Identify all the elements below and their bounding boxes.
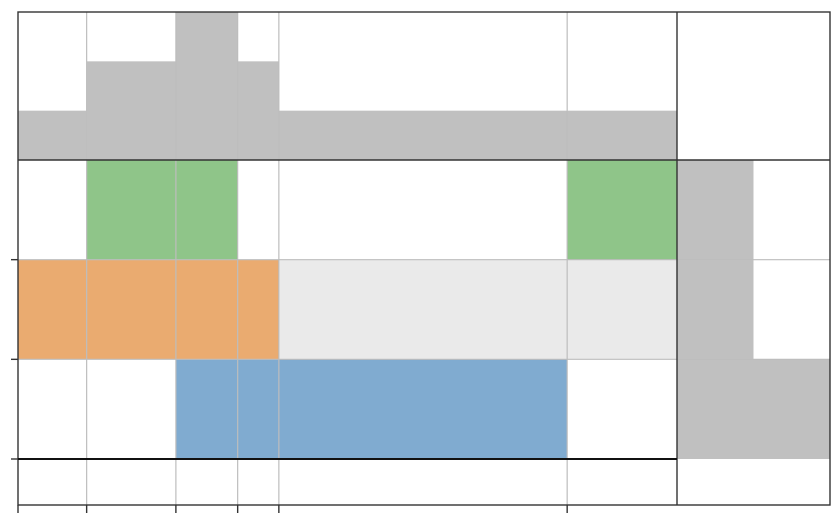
top-histogram-bar — [18, 110, 87, 160]
right-histogram-bar — [677, 259, 754, 360]
grid-lines — [18, 12, 830, 505]
axis-ticks — [11, 258, 568, 513]
top-histogram-bar — [86, 61, 176, 161]
right-histogram-bar — [677, 160, 754, 260]
top-marginal-histogram — [18, 12, 677, 161]
top-histogram-bar — [567, 110, 677, 160]
top-histogram-bar — [278, 110, 568, 160]
heatmap-cell — [18, 259, 279, 360]
top-histogram-bar — [237, 61, 279, 161]
right-histogram-bar — [677, 359, 830, 459]
outer-frame — [17, 11, 831, 506]
heatmap-cell — [86, 160, 238, 260]
heatmap-cell — [278, 259, 677, 360]
heatmap-cell — [567, 160, 677, 260]
top-histogram-bar — [175, 12, 238, 160]
heatmap-cells — [18, 160, 677, 459]
panel-frames — [17, 11, 831, 506]
right-marginal-histogram — [677, 160, 830, 459]
heatmap-cell — [175, 359, 568, 459]
